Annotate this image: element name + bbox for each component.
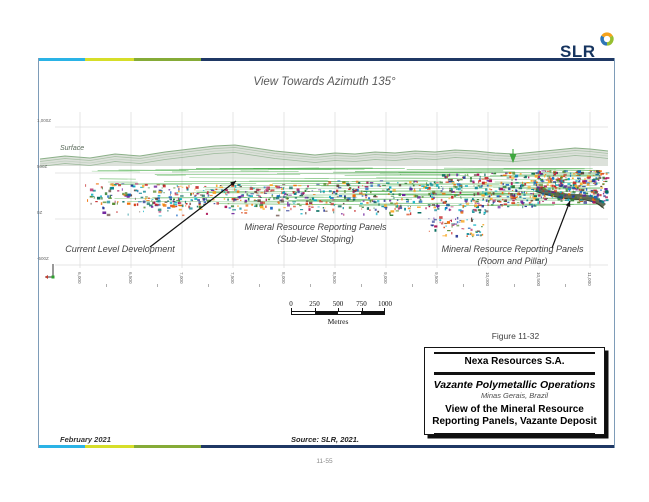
annotation-line: (Room and Pillar) bbox=[477, 255, 548, 266]
annotation-line: Current Level Development bbox=[65, 244, 175, 254]
scale-bar: 0 250 500 750 1000 Metres bbox=[289, 300, 392, 328]
minor-tick bbox=[360, 284, 362, 287]
scale-bar-number: 1000 bbox=[378, 300, 392, 308]
easting-label: 9,500 bbox=[434, 272, 439, 284]
slr-swirl-icon bbox=[600, 32, 614, 46]
page-number: 11-55 bbox=[316, 458, 333, 465]
easting-label: 7,000 bbox=[179, 272, 184, 284]
scale-bar-segment bbox=[338, 312, 361, 314]
operation-name: Vazante Polymetallic Operations bbox=[433, 378, 596, 391]
title-block-rule bbox=[434, 432, 595, 436]
scale-bar-number: 250 bbox=[309, 300, 320, 308]
accent-segment bbox=[85, 58, 134, 61]
footer-date: February 2021 bbox=[60, 435, 111, 444]
easting-label: 9,000 bbox=[383, 272, 388, 284]
easting-label: 10,000 bbox=[485, 272, 490, 287]
top-accent-rule bbox=[39, 58, 614, 61]
minor-tick bbox=[258, 284, 260, 287]
figure-frame bbox=[38, 58, 615, 448]
accent-segment bbox=[201, 58, 614, 61]
easting-label: 8,000 bbox=[281, 272, 286, 284]
figure-title-line: View of the Mineral Resource bbox=[445, 403, 584, 415]
easting-label: 6,500 bbox=[128, 272, 133, 284]
company-name: Nexa Resources S.A. bbox=[464, 356, 565, 367]
title-block-rule bbox=[434, 352, 595, 354]
scale-bar-tick bbox=[338, 308, 339, 312]
easting-label: 8,500 bbox=[332, 272, 337, 284]
elevation-label: 500Z bbox=[37, 164, 48, 169]
scale-bar-bar bbox=[291, 311, 385, 315]
easting-label: 7,500 bbox=[230, 272, 235, 284]
scale-bar-tick bbox=[314, 308, 316, 312]
minor-tick bbox=[462, 284, 464, 287]
minor-tick bbox=[156, 284, 158, 287]
annotation-line: Mineral Resource Reporting Panels bbox=[244, 222, 387, 232]
accent-segment bbox=[39, 58, 85, 61]
slr-logo: SLR bbox=[556, 32, 614, 61]
annotation-line: Mineral Resource Reporting Panels bbox=[441, 244, 584, 254]
accent-segment bbox=[39, 445, 85, 448]
scale-bar-number: 500 bbox=[332, 300, 344, 308]
scale-bar-segment bbox=[361, 312, 384, 314]
title-block: Nexa Resources S.A. Vazante Polymetallic… bbox=[424, 347, 605, 436]
footer-source: Source: SLR, 2021. bbox=[291, 435, 359, 444]
accent-segment bbox=[85, 445, 134, 448]
operation-location: Minas Gerais, Brazil bbox=[480, 390, 549, 400]
minor-tick bbox=[411, 284, 413, 287]
title-block-rule bbox=[434, 372, 595, 375]
annotation-line: (Sub-level Stoping) bbox=[277, 233, 354, 244]
figure-number: Figure 11-32 bbox=[491, 331, 540, 341]
scale-bar-number: 0 bbox=[289, 300, 293, 308]
elevation-label: 0Z bbox=[37, 210, 43, 215]
easting-label: 6,000 bbox=[77, 272, 82, 284]
view-title: View Towards Azimuth 135° bbox=[253, 76, 396, 88]
annotation-sublevel-stoping: Mineral Resource Reporting Panels (Sub-l… bbox=[228, 222, 403, 245]
easting-label: 10,500 bbox=[536, 272, 541, 287]
accent-segment bbox=[201, 445, 614, 448]
minor-tick bbox=[564, 284, 566, 287]
minor-tick bbox=[207, 284, 209, 287]
surface-label: Surface bbox=[60, 145, 85, 152]
accent-segment bbox=[134, 445, 201, 448]
bottom-accent-rule bbox=[39, 445, 614, 448]
figure-title-line: Reporting Panels, Vazante Deposit bbox=[432, 416, 597, 428]
scale-bar-tick bbox=[361, 308, 363, 312]
scale-bar-tick bbox=[291, 308, 292, 312]
minor-tick bbox=[309, 284, 311, 287]
scale-bar-tick bbox=[384, 308, 385, 312]
scale-bar-number: 750 bbox=[356, 300, 367, 308]
scale-bar-unit: Metres bbox=[327, 317, 349, 326]
slr-logo-text: SLR bbox=[560, 42, 596, 61]
annotation-room-and-pillar: Mineral Resource Reporting Panels (Room … bbox=[425, 244, 600, 267]
minor-tick bbox=[513, 284, 515, 287]
minor-tick bbox=[105, 284, 107, 287]
scale-bar-segment bbox=[315, 312, 338, 314]
annotation-current-level-development: Current Level Development bbox=[40, 244, 200, 256]
elevation-label: -500Z bbox=[37, 256, 49, 261]
easting-label: 11,000 bbox=[587, 272, 592, 286]
scale-bar-segment bbox=[292, 312, 315, 314]
elevation-label: 1,000Z bbox=[37, 118, 52, 123]
accent-segment bbox=[134, 58, 201, 61]
